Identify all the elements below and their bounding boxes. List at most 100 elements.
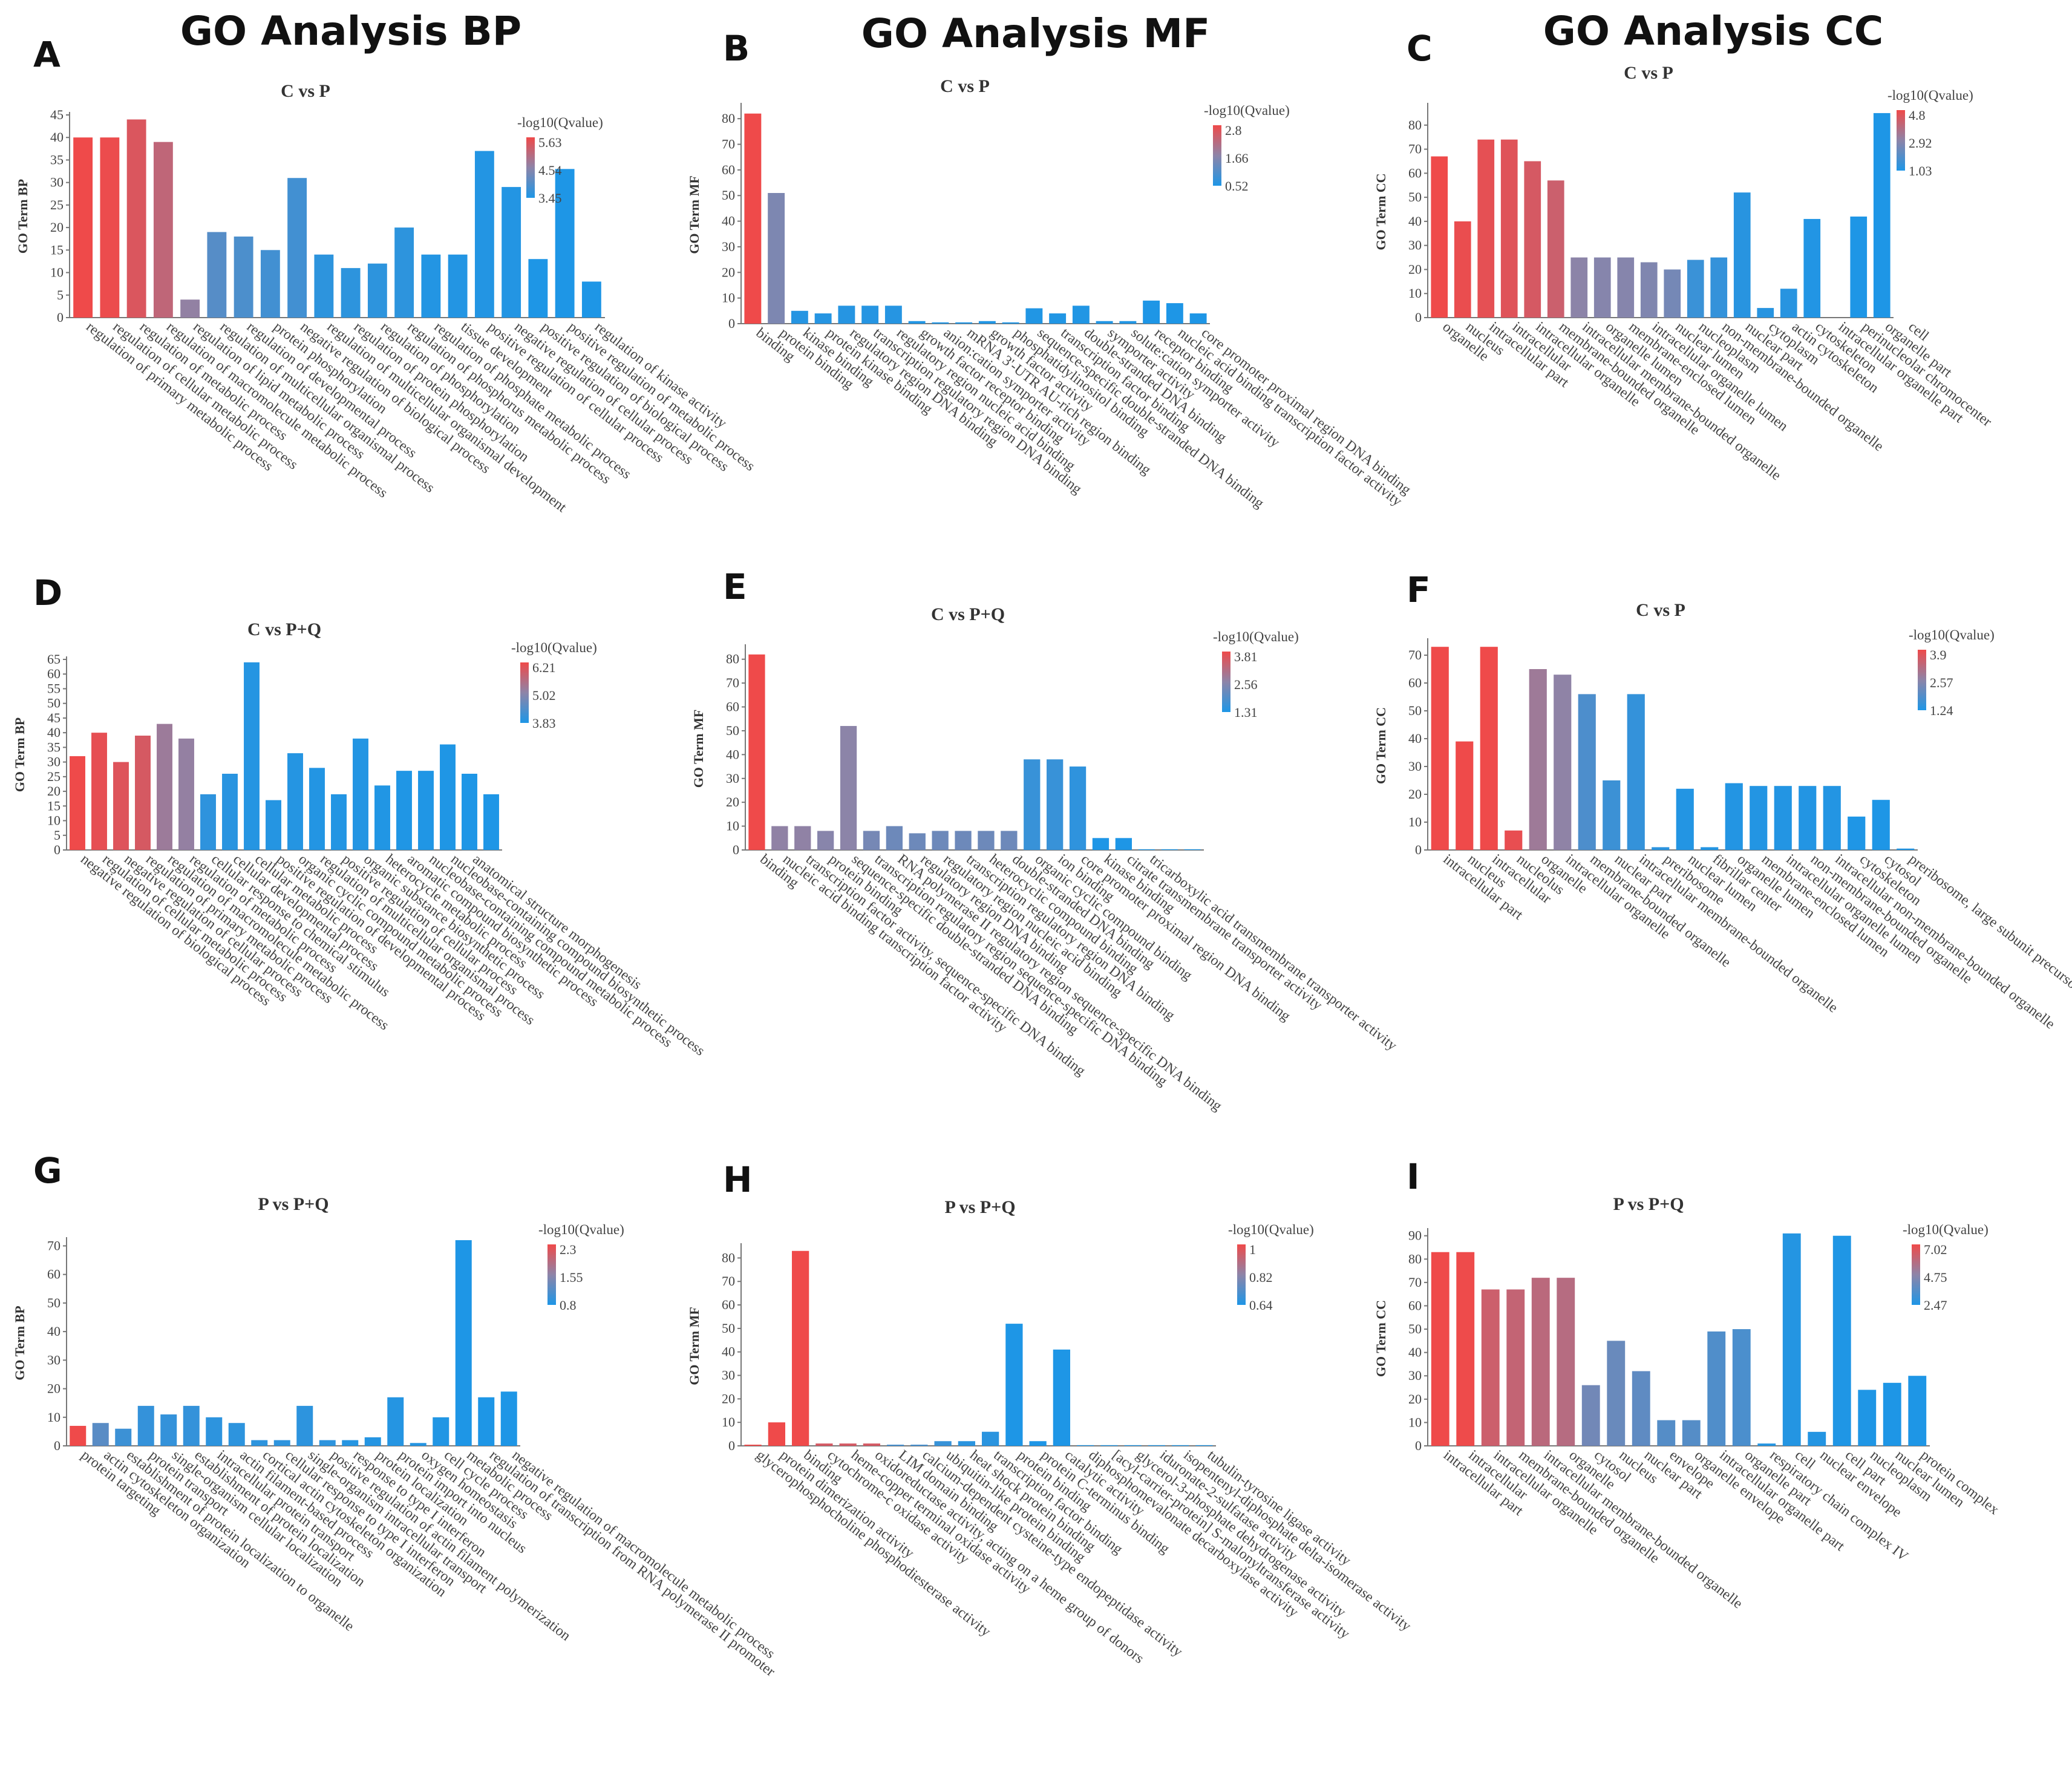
bar bbox=[1049, 313, 1067, 324]
legend-value: 4.8 bbox=[1909, 108, 1926, 123]
bar bbox=[1883, 1382, 1901, 1446]
chart-title: P vs P+Q bbox=[258, 1194, 328, 1214]
y-tick-label: 40 bbox=[1408, 214, 1422, 229]
legend-color-bar bbox=[520, 662, 529, 723]
bar bbox=[981, 1431, 999, 1446]
bar bbox=[228, 1423, 245, 1446]
bar bbox=[1115, 838, 1132, 850]
y-tick-label: 60 bbox=[726, 699, 739, 714]
y-tick-label: 50 bbox=[1408, 703, 1422, 718]
bar bbox=[861, 306, 879, 324]
bar bbox=[1477, 139, 1495, 318]
bar bbox=[1848, 816, 1866, 850]
category-label: regulation of transcription from RNA pol… bbox=[486, 1447, 778, 1679]
y-tick-label: 70 bbox=[1408, 1275, 1422, 1290]
bar bbox=[70, 756, 85, 850]
legend-value: 3.81 bbox=[1234, 649, 1258, 664]
chart-title: C vs P+Q bbox=[247, 619, 321, 639]
y-tick-label: 20 bbox=[1408, 786, 1422, 802]
bar bbox=[266, 800, 281, 850]
legend-value: 0.52 bbox=[1225, 178, 1249, 194]
bar bbox=[502, 187, 521, 318]
y-tick-label: 70 bbox=[722, 1273, 735, 1289]
bar bbox=[1431, 156, 1448, 318]
bar bbox=[1733, 192, 1751, 318]
panel-label: E bbox=[723, 566, 747, 607]
y-tick-label: 35 bbox=[47, 739, 60, 754]
bar bbox=[1001, 831, 1018, 850]
legend-title: -log10(Qvalue) bbox=[1204, 103, 1290, 118]
bar bbox=[448, 254, 468, 318]
y-tick-label: 10 bbox=[726, 819, 739, 834]
bar bbox=[978, 321, 996, 324]
y-tick-label: 80 bbox=[722, 1250, 735, 1265]
bar bbox=[863, 831, 880, 850]
y-axis-label: GO Term BP bbox=[15, 179, 30, 253]
bar bbox=[955, 831, 972, 850]
y-tick-label: 30 bbox=[1408, 759, 1422, 774]
bar bbox=[287, 178, 307, 318]
bar bbox=[314, 254, 334, 318]
chart-title: C vs P bbox=[281, 81, 330, 101]
bar bbox=[932, 322, 949, 324]
bar bbox=[500, 1391, 517, 1446]
bar bbox=[1529, 669, 1547, 850]
bar bbox=[394, 227, 414, 318]
bar bbox=[1148, 1445, 1166, 1446]
legend-value: 2.3 bbox=[560, 1242, 577, 1257]
y-tick-label: 30 bbox=[726, 771, 739, 786]
y-tick-label: 60 bbox=[47, 666, 60, 681]
bar bbox=[1092, 838, 1110, 850]
bar bbox=[1431, 1252, 1449, 1446]
y-tick-label: 50 bbox=[722, 1321, 735, 1336]
panel-label: C bbox=[1407, 28, 1433, 69]
legend-value: 1.03 bbox=[1909, 163, 1932, 178]
y-tick-label: 50 bbox=[726, 723, 739, 738]
y-tick-label: 70 bbox=[1408, 647, 1422, 662]
y-tick-label: 10 bbox=[1408, 1414, 1422, 1430]
legend-title: -log10(Qvalue) bbox=[538, 1222, 624, 1237]
bar bbox=[814, 313, 832, 324]
bar bbox=[1195, 1445, 1213, 1446]
bar bbox=[1570, 257, 1588, 318]
y-tick-label: 10 bbox=[1408, 814, 1422, 829]
bar bbox=[1632, 1371, 1650, 1446]
y-tick-label: 20 bbox=[50, 220, 64, 235]
bar bbox=[410, 1443, 426, 1446]
bar bbox=[955, 322, 973, 324]
header-bp: GO Analysis BP bbox=[180, 8, 521, 54]
bar bbox=[474, 151, 494, 318]
bar bbox=[581, 281, 601, 318]
bar bbox=[817, 831, 834, 850]
bar bbox=[1005, 1324, 1023, 1446]
legend-value: 0.82 bbox=[1249, 1270, 1273, 1285]
y-tick-label: 70 bbox=[1408, 142, 1422, 157]
bar bbox=[1774, 786, 1792, 850]
bar bbox=[744, 1445, 762, 1446]
y-tick-label: 60 bbox=[1408, 1298, 1422, 1313]
y-tick-label: 10 bbox=[47, 1410, 60, 1425]
bar bbox=[1076, 1445, 1094, 1446]
y-tick-label: 0 bbox=[728, 316, 735, 331]
legend-value: 2.56 bbox=[1234, 677, 1258, 692]
bar bbox=[234, 237, 253, 318]
bar bbox=[183, 1405, 200, 1446]
bar bbox=[331, 794, 347, 850]
y-tick-label: 15 bbox=[50, 242, 64, 257]
bar bbox=[886, 826, 903, 850]
panel-label: A bbox=[33, 34, 60, 75]
bar bbox=[1072, 306, 1090, 324]
bar bbox=[958, 1441, 976, 1446]
legend-value: 2.92 bbox=[1909, 136, 1932, 151]
y-tick-label: 25 bbox=[47, 769, 60, 784]
y-axis-label: GO Term MF bbox=[687, 1307, 702, 1385]
bar bbox=[1701, 847, 1719, 850]
bar bbox=[1161, 849, 1178, 850]
bar bbox=[1908, 1376, 1927, 1446]
legend-color-bar bbox=[1897, 110, 1905, 171]
legend-value: 1 bbox=[1249, 1242, 1256, 1257]
bar bbox=[1143, 300, 1160, 324]
bar bbox=[1069, 766, 1087, 850]
bar bbox=[374, 785, 390, 850]
panel-label: B bbox=[723, 28, 750, 69]
